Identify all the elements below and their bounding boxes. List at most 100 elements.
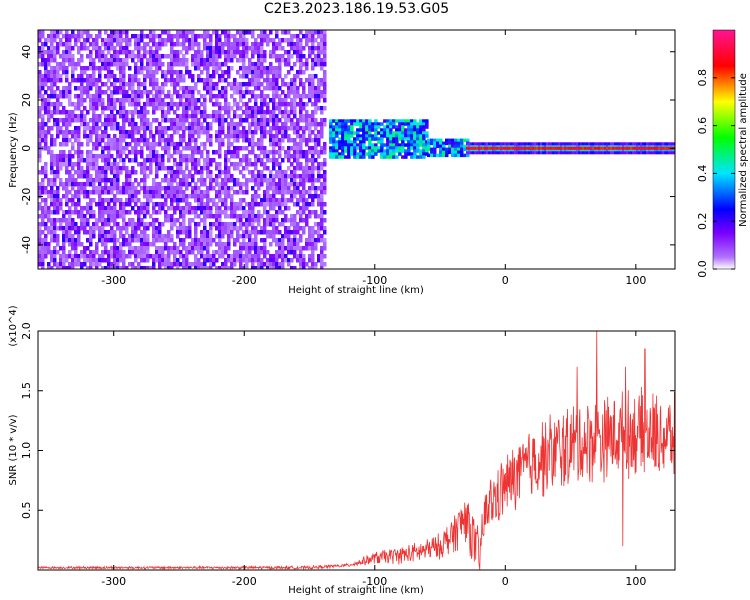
heatmap-cell [53,222,57,227]
heatmap-cell [632,146,635,150]
heatmap-cell [302,86,306,91]
heatmap-cell [341,149,345,153]
heatmap-cell [173,170,177,175]
heatmap-cell [536,146,539,150]
heatmap-cell [143,226,147,231]
heatmap-cell [167,126,171,131]
heatmap-cell [122,114,126,119]
heatmap-cell [104,234,108,239]
heatmap-cell [155,238,159,243]
heatmap-cell [311,158,315,163]
heatmap-cell [218,234,222,239]
heatmap-cell [38,122,42,127]
heatmap-cell [140,234,144,239]
heatmap-cell [401,119,405,123]
heatmap-cell [233,150,237,155]
heatmap-cell [212,114,216,119]
heatmap-cell [95,54,99,59]
heatmap-cell [104,162,108,167]
heatmap-cell [209,258,213,263]
heatmap-cell [224,166,228,171]
heatmap-cell [44,78,48,83]
heatmap-cell [74,150,78,155]
heatmap-cell [137,114,141,119]
heatmap-cell [269,38,273,43]
heatmap-cell [92,126,96,131]
heatmap-cell [38,222,42,227]
heatmap-cell [260,106,264,111]
y-tick-label: 20 [20,93,33,107]
heatmap-cell [119,158,123,163]
heatmap-cell [146,234,150,239]
heatmap-cell [215,202,219,207]
heatmap-cell [257,74,261,79]
heatmap-cell [278,110,282,115]
heatmap-cell [194,186,198,191]
heatmap-cell [146,62,150,67]
heatmap-cell [41,74,45,79]
heatmap-cell [272,186,276,191]
heatmap-cell [242,94,246,99]
heatmap-cell [125,42,129,47]
heatmap-cell [218,222,222,227]
heatmap-cell [233,138,237,143]
heatmap-cell [287,62,291,67]
heatmap-cell [323,262,327,267]
heatmap-cell [293,266,297,269]
heatmap-cell [185,38,189,43]
heatmap-cell [83,38,87,43]
heatmap-cell [425,131,429,135]
heatmap-cell [230,130,234,135]
heatmap-cell [251,266,255,269]
heatmap-cell [128,218,132,223]
heatmap-cell [320,110,324,115]
heatmap-cell [254,174,258,179]
heatmap-cell [56,170,60,175]
heatmap-cell [185,90,189,95]
heatmap-cell [460,138,464,143]
heatmap-cell [242,198,246,203]
heatmap-cell [476,146,479,150]
heatmap-cell [41,130,45,135]
heatmap-cell [218,266,222,269]
heatmap-cell [98,182,102,187]
heatmap-cell [308,38,312,43]
heatmap-cell [50,182,54,187]
heatmap-cell [128,242,132,247]
heatmap-cell [248,62,252,67]
heatmap-cell [239,54,243,59]
heatmap-cell [602,146,605,150]
heatmap-cell [44,58,48,63]
heatmap-cell [119,202,123,207]
heatmap-cell [68,58,72,63]
heatmap-cell [38,150,42,155]
heatmap-cell [197,54,201,59]
heatmap-cell [230,254,234,259]
heatmap-cell [227,170,231,175]
heatmap-cell [218,230,222,235]
heatmap-cell [646,146,649,150]
heatmap-cell [317,150,321,155]
heatmap-cell [179,30,183,35]
heatmap-cell [290,182,294,187]
heatmap-cell [215,58,219,63]
heatmap-cell [224,110,228,115]
heatmap-cell [269,78,273,83]
heatmap-cell [65,178,69,183]
heatmap-cell [101,110,105,115]
heatmap-cell [164,38,168,43]
heatmap-cell [191,134,195,139]
heatmap-cell [137,94,141,99]
heatmap-cell [164,242,168,247]
heatmap-cell [299,162,303,167]
heatmap-cell [152,98,156,103]
heatmap-cell [77,158,81,163]
heatmap-cell [350,134,354,138]
heatmap-cell [242,190,246,195]
heatmap-cell [212,214,216,219]
heatmap-cell [374,125,378,129]
heatmap-cell [356,122,360,126]
heatmap-cell [158,262,162,267]
heatmap-cell [56,242,60,247]
heatmap-cell [374,119,378,123]
